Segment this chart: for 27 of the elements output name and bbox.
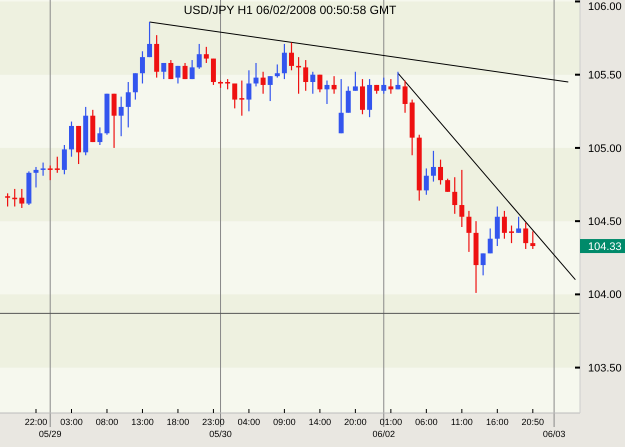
x-tick-label: 06/03 bbox=[542, 429, 566, 439]
y-tick-label: 104.50 bbox=[588, 216, 622, 228]
text: 104.33 bbox=[588, 240, 622, 253]
x-tick-label: 11:00 bbox=[450, 417, 473, 427]
x-tick-label: 05/30 bbox=[209, 429, 232, 439]
x-tick-label: 22:00 bbox=[24, 417, 48, 427]
x-tick-label: 01:00 bbox=[380, 417, 402, 427]
x-tick-label: 08:00 bbox=[96, 417, 118, 427]
x-tick-label: 09:00 bbox=[273, 417, 296, 427]
x-tick-label: 06/02 bbox=[372, 429, 396, 439]
x-tick-label: 16:00 bbox=[486, 417, 509, 427]
x-tick-label: 23:00 bbox=[202, 417, 225, 427]
y-tick-label: 103.50 bbox=[588, 362, 622, 374]
x-tick-label: 20:50 bbox=[522, 417, 544, 427]
y-tick-label: 105.50 bbox=[588, 70, 622, 82]
x-tick-label: 05/29 bbox=[38, 429, 62, 439]
x-tick-label: 06:00 bbox=[415, 417, 438, 427]
x-tick-label: 20:00 bbox=[344, 417, 367, 427]
x-tick-label: 03:00 bbox=[60, 417, 83, 427]
x-tick-label: 04:00 bbox=[238, 417, 260, 427]
y-tick-label: 106.00 bbox=[588, 0, 622, 13]
chart-title: USD/JPY H1 06/02/2008 00:50:58 GMT bbox=[184, 3, 397, 17]
y-tick-label: 105.00 bbox=[588, 142, 622, 155]
x-tick-label: 14:00 bbox=[308, 417, 332, 427]
x-tick-label: 13:00 bbox=[131, 417, 154, 427]
x-tick-label: 18:00 bbox=[166, 417, 190, 427]
y-tick-label: 104.00 bbox=[588, 289, 622, 302]
